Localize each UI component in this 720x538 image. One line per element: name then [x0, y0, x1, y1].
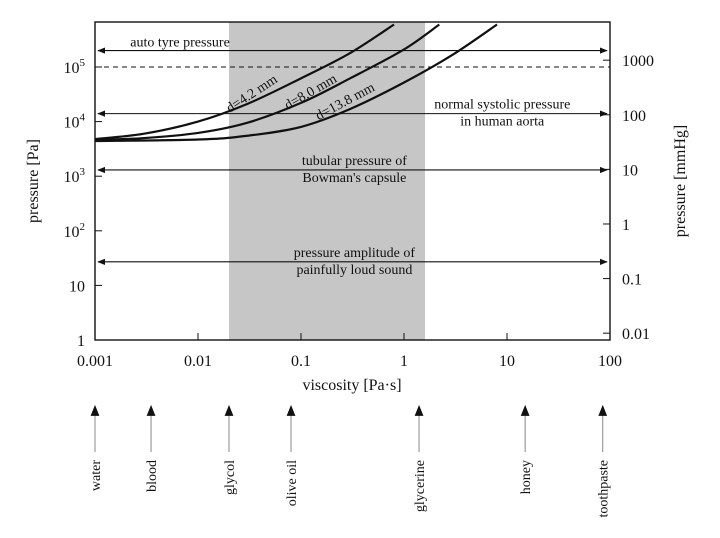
x-tick-label: 0.01: [184, 353, 212, 370]
x-tick-label: 0.1: [291, 353, 311, 370]
y-tick-label: 1: [77, 333, 85, 350]
annotation-label-4-line-1: pressure amplitude of: [294, 246, 416, 261]
y-right-tick-label: 0.01: [622, 326, 650, 343]
y-right-tick-label: 100: [622, 108, 646, 125]
y-tick-label: 105: [64, 57, 86, 77]
y-right-tick-label: 1: [622, 217, 630, 234]
annotation-label-2-line-1: normal systolic pressure: [434, 98, 570, 113]
y-right-axis-label: pressure [mmHg]: [672, 125, 689, 237]
annotation-label-4-line-2: painfully loud sound: [296, 263, 412, 278]
annotation-label-3-line-2: Bowman's capsule: [302, 171, 406, 186]
x-tick-label: 10: [499, 353, 515, 370]
substance-label: blood: [145, 460, 160, 492]
plot-frame: [94, 21, 611, 341]
series-curve-3: [95, 23, 498, 143]
y-tick-label: 104: [64, 112, 86, 132]
x-tick-label: 1: [400, 353, 408, 370]
substance-label: toothpaste: [597, 460, 612, 518]
annotation-label-1-line-1: auto tyre pressure: [130, 36, 230, 51]
x-tick-label: 100: [598, 353, 622, 370]
y-tick-label: 102: [64, 221, 86, 241]
shaded-region: [229, 22, 426, 340]
substance-label: water: [89, 460, 104, 491]
y-right-tick-label: 0.1: [622, 272, 642, 289]
y-right-tick-label: 10: [622, 162, 638, 179]
x-axis-label: viscosity [Pa·s]: [302, 377, 401, 394]
y-tick-label: 103: [64, 166, 86, 186]
x-tick-label: 0.001: [77, 353, 113, 370]
substance-label: honey: [519, 460, 534, 494]
y-axis-label: pressure [Pa]: [25, 139, 42, 223]
y-right-tick-label: 1000: [622, 53, 654, 70]
substance-label: olive oil: [285, 460, 300, 506]
substance-label: glycerine: [413, 460, 428, 512]
substance-label: glycol: [223, 460, 238, 495]
annotation-label-3-line-1: tubular pressure of: [302, 154, 407, 169]
y-tick-label: 10: [69, 278, 85, 295]
annotation-label-2-line-2: in human aorta: [460, 115, 545, 130]
